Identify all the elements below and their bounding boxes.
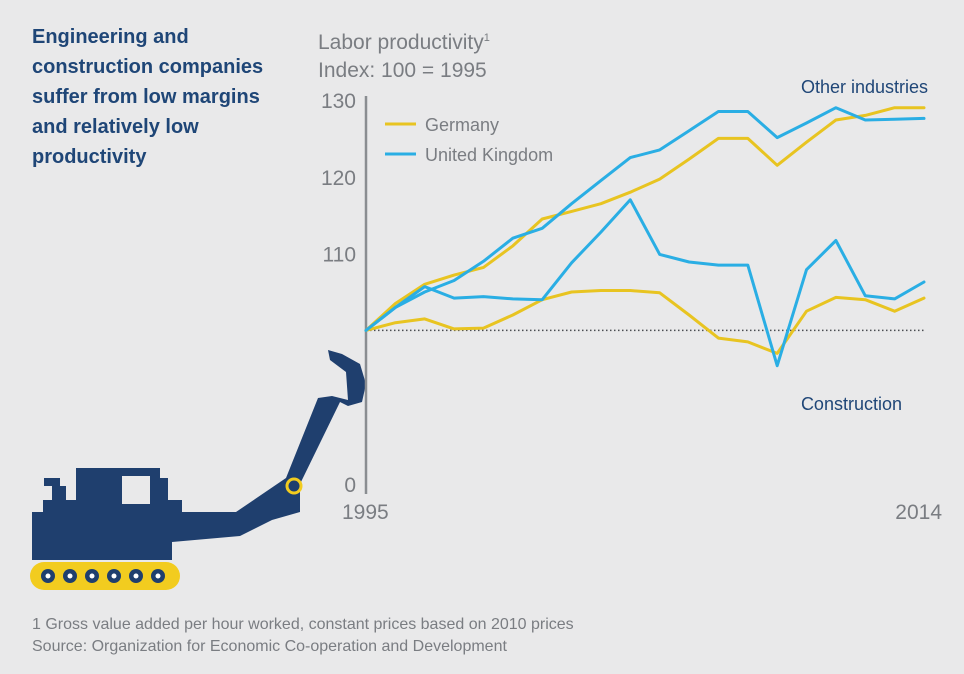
- y-tick-label: 130: [321, 90, 356, 113]
- y-tick-label: 110: [323, 244, 356, 267]
- series-line-united-kingdom-construction: [364, 198, 926, 368]
- chart-title-line: Labor productivity1: [318, 24, 490, 57]
- headline-line: Engineering and: [32, 26, 189, 48]
- chart-series: [364, 106, 926, 368]
- excavator-tracks: [30, 562, 180, 590]
- y-tick-label: 0: [344, 474, 356, 497]
- chart-labels: 0 110 120 130 1995 2014 Germany United Kingdom O…: [321, 77, 942, 524]
- chart-title-text: Labor productivity: [318, 31, 484, 54]
- headline-line: productivity: [32, 146, 147, 168]
- series-line-germany-construction: [364, 289, 926, 355]
- legend-label: United Kingdom: [425, 145, 553, 165]
- headline-line: suffer from low margins: [32, 86, 260, 108]
- headline: Engineering and construction companies s…: [32, 22, 302, 172]
- track-wheel-hub: [155, 573, 161, 579]
- cab-window: [122, 476, 150, 504]
- track-wheel-hub: [45, 573, 51, 579]
- excavator-illustration: [30, 350, 366, 590]
- group-label-other-industries: Other industries: [801, 77, 928, 97]
- footnote: 1 Gross value added per hour worked, con…: [32, 614, 574, 658]
- track-wheel-hub: [133, 573, 139, 579]
- footnote-source: Source: Organization for Economic Co-ope…: [32, 638, 507, 655]
- track-wheels: [41, 569, 165, 583]
- chart-subtitle: Index: 100 = 1995: [318, 59, 487, 82]
- group-label-construction: Construction: [801, 394, 902, 414]
- excavator-body-shape: [32, 350, 366, 560]
- headline-line: and relatively low: [32, 116, 199, 138]
- arm-joint: [285, 477, 303, 495]
- track-wheel-hub: [89, 573, 95, 579]
- chart-axes: [364, 96, 926, 494]
- y-tick-label: 120: [321, 167, 356, 190]
- legend-label: Germany: [425, 115, 499, 135]
- x-tick-label: 1995: [342, 501, 389, 524]
- chart-title: Labor productivity1 Index: 100 = 1995: [318, 24, 490, 85]
- series-line-germany-other-industries: [364, 106, 926, 332]
- track-wheel-hub: [67, 573, 73, 579]
- track-wheel-hub: [111, 573, 117, 579]
- x-tick-label: 2014: [895, 501, 942, 524]
- headline-line: construction companies: [32, 56, 264, 78]
- footnote-note: 1 Gross value added per hour worked, con…: [32, 616, 574, 633]
- series-line-united-kingdom-other-industries: [364, 106, 926, 332]
- footnote-marker: 1: [483, 32, 490, 44]
